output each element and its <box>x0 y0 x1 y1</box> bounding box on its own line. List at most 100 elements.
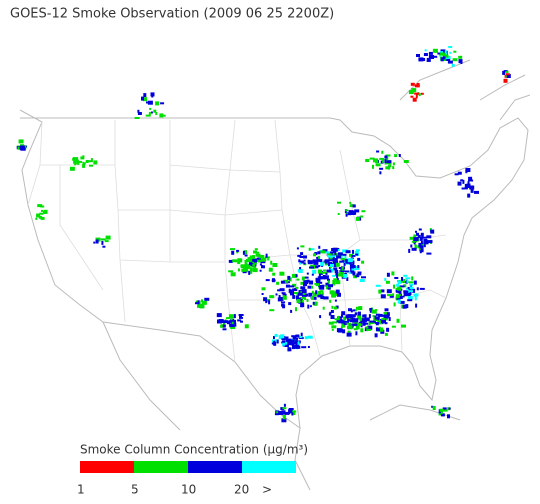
smoke-pixel <box>259 256 264 259</box>
smoke-pixel <box>290 292 294 296</box>
smoke-pixel <box>226 317 230 320</box>
smoke-pixel <box>329 290 335 295</box>
legend-swatch <box>80 461 134 473</box>
smoke-pixel <box>363 314 367 318</box>
smoke-pixel <box>336 278 339 281</box>
smoke-pixel <box>361 260 365 264</box>
smoke-pixel <box>238 314 244 316</box>
smoke-pixel <box>338 320 344 324</box>
smoke-pixel <box>76 160 80 165</box>
smoke-pixel <box>502 70 506 75</box>
smoke-pixel <box>297 254 302 257</box>
smoke-pixel <box>423 243 426 248</box>
smoke-pixel <box>337 292 341 297</box>
smoke-pixel <box>411 247 417 251</box>
smoke-pixel <box>378 328 384 332</box>
smoke-pixel <box>259 269 262 272</box>
smoke-pixel <box>394 154 398 158</box>
smoke-pixel <box>277 297 282 302</box>
smoke-pixel <box>195 302 199 305</box>
smoke-pixel <box>292 341 295 346</box>
smoke-pixel <box>463 187 468 190</box>
smoke-pixel <box>407 291 412 295</box>
smoke-pixel <box>386 312 390 317</box>
smoke-pixel <box>379 171 382 175</box>
smoke-pixel <box>236 249 240 252</box>
smoke-pixel <box>339 318 342 322</box>
smoke-pixel <box>449 51 452 54</box>
smoke-pixel <box>335 271 339 276</box>
smoke-pixel <box>145 114 151 117</box>
smoke-pixel <box>160 114 166 117</box>
smoke-pixel <box>465 168 471 172</box>
smoke-pixel <box>430 229 435 234</box>
smoke-pixel <box>384 322 388 325</box>
smoke-pixel <box>241 268 247 272</box>
smoke-pixel <box>201 299 203 303</box>
smoke-pixel <box>319 315 322 319</box>
smoke-pixel <box>292 336 297 340</box>
smoke-pixel <box>220 324 224 328</box>
smoke-pixel <box>299 267 302 271</box>
smoke-pixel <box>358 323 362 327</box>
smoke-pixel <box>294 342 299 345</box>
smoke-pixel <box>349 264 354 269</box>
smoke-pixel <box>105 235 111 240</box>
smoke-pixel <box>303 276 309 279</box>
smoke-pixel <box>356 306 360 310</box>
smoke-pixel <box>307 304 310 309</box>
smoke-pixel <box>41 209 43 212</box>
smoke-pixel <box>439 52 445 56</box>
smoke-pixel <box>424 49 427 52</box>
smoke-pixel <box>333 306 337 310</box>
smoke-pixel <box>269 309 275 312</box>
smoke-pixel <box>329 257 333 260</box>
smoke-pixel <box>335 289 340 294</box>
smoke-pixel <box>307 335 313 339</box>
smoke-pixel <box>147 100 153 105</box>
smoke-pixel <box>311 295 314 300</box>
smoke-pixel <box>311 273 314 276</box>
legend-title: Smoke Column Concentration (μg/m³) <box>80 443 308 457</box>
smoke-pixel <box>332 279 336 284</box>
smoke-pixel <box>295 307 297 312</box>
smoke-pixel <box>155 101 160 106</box>
smoke-pixel <box>355 253 359 256</box>
smoke-pixel <box>392 166 395 170</box>
legend-tick-label: 10 <box>181 483 196 497</box>
smoke-pixel <box>17 146 20 150</box>
smoke-pixel <box>261 287 266 291</box>
smoke-pixel <box>360 328 364 333</box>
smoke-pixel <box>350 310 353 313</box>
smoke-pixel <box>433 55 438 58</box>
smoke-pixel <box>327 280 330 284</box>
smoke-pixel <box>362 321 366 326</box>
smoke-pixel <box>337 315 340 320</box>
smoke-pixel <box>329 311 332 315</box>
smoke-pixel <box>230 327 236 329</box>
smoke-pixel <box>337 213 340 215</box>
smoke-pixel <box>412 288 416 293</box>
smoke-pixel <box>418 228 422 231</box>
smoke-pixel <box>351 210 357 215</box>
smoke-pixel <box>83 162 86 165</box>
smoke-pixel <box>410 244 413 248</box>
smoke-pixel <box>292 410 297 413</box>
smoke-pixel <box>39 212 44 215</box>
smoke-pixel <box>261 265 265 269</box>
smoke-pixel <box>137 112 142 115</box>
smoke-pixel <box>348 271 351 274</box>
smoke-pixel <box>155 112 158 115</box>
smoke-pixel <box>330 310 334 313</box>
smoke-pixel <box>319 285 325 290</box>
smoke-pixel <box>292 345 295 350</box>
smoke-pixel <box>411 88 417 93</box>
smoke-pixel <box>397 286 402 291</box>
smoke-pixel <box>326 285 331 290</box>
smoke-pixel <box>285 336 289 339</box>
smoke-pixel <box>242 250 245 255</box>
smoke-pixel <box>248 270 251 275</box>
smoke-pixel <box>304 293 309 297</box>
smoke-pixel <box>280 334 285 339</box>
smoke-pixel <box>410 287 414 290</box>
